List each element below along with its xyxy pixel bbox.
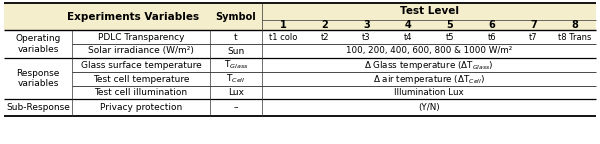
Text: 100, 200, 400, 600, 800 & 1000 W/m²: 100, 200, 400, 600, 800 & 1000 W/m² (346, 47, 512, 55)
Text: Operating
variables: Operating variables (16, 34, 61, 54)
Text: Response
variables: Response variables (16, 69, 59, 88)
Text: 8: 8 (572, 20, 578, 30)
Text: T$_{Glass}$: T$_{Glass}$ (224, 59, 248, 71)
Text: t6: t6 (487, 33, 496, 41)
Text: t8 Trans: t8 Trans (559, 33, 592, 41)
Text: t3: t3 (362, 33, 371, 41)
Text: Privacy protection: Privacy protection (100, 103, 182, 112)
Text: Glass surface temperature: Glass surface temperature (80, 60, 202, 70)
Text: (Y/N): (Y/N) (418, 103, 440, 112)
Text: 6: 6 (488, 20, 495, 30)
Text: t1 colo: t1 colo (269, 33, 297, 41)
Text: t2: t2 (320, 33, 329, 41)
Text: 5: 5 (446, 20, 453, 30)
Text: Test cell temperature: Test cell temperature (93, 74, 189, 84)
Text: T$_{Cell}$: T$_{Cell}$ (226, 73, 246, 85)
Text: Illumination Lux: Illumination Lux (394, 88, 464, 97)
Text: Solar irradiance (W/m²): Solar irradiance (W/m²) (88, 47, 194, 55)
Text: Sub-Response: Sub-Response (6, 103, 70, 112)
Text: 2: 2 (321, 20, 328, 30)
Text: 4: 4 (405, 20, 412, 30)
Text: Sun: Sun (227, 47, 245, 55)
Bar (4, 3, 596, 30)
Text: Experiments Variables: Experiments Variables (67, 12, 199, 21)
Text: Test Level: Test Level (400, 6, 458, 17)
Text: Lux: Lux (228, 88, 244, 97)
Text: 3: 3 (363, 20, 370, 30)
Text: 7: 7 (530, 20, 537, 30)
Text: PDLC Transparency: PDLC Transparency (98, 33, 184, 41)
Text: t7: t7 (529, 33, 538, 41)
Text: t5: t5 (446, 33, 454, 41)
Text: Δ air temperature (ΔT$_{Cell}$): Δ air temperature (ΔT$_{Cell}$) (373, 72, 485, 86)
Text: 1: 1 (280, 20, 286, 30)
Text: Test cell illumination: Test cell illumination (94, 88, 188, 97)
Text: Symbol: Symbol (215, 12, 256, 21)
Text: t4: t4 (404, 33, 412, 41)
Text: –: – (234, 103, 238, 112)
Text: t: t (234, 33, 238, 41)
Text: Δ Glass temperature (ΔT$_{Glass}$): Δ Glass temperature (ΔT$_{Glass}$) (364, 58, 494, 72)
